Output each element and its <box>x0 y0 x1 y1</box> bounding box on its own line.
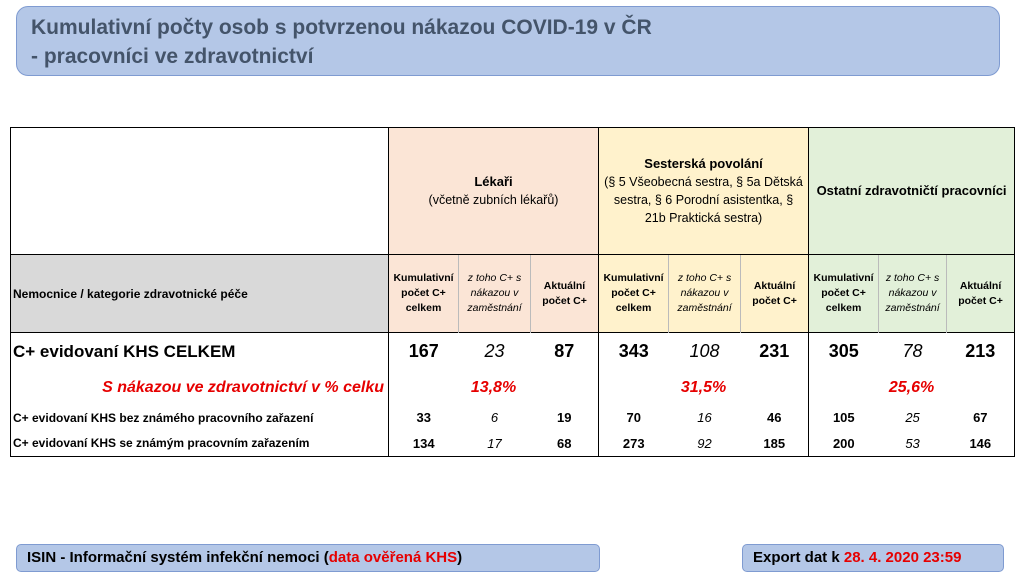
source-suffix: ) <box>457 549 463 566</box>
subheader-active-sestry: Aktuální počet C+ <box>740 254 809 333</box>
group-title-lekari: Lékaři <box>474 174 513 189</box>
subheader-workplace-sestry: z toho C+ s nákazou v zaměstnání <box>668 254 741 333</box>
title-line-2: - pracovníci ve zdravotnictví <box>31 45 314 68</box>
group-subtitle-lekari: (včetně zubních lékařů) <box>428 193 559 207</box>
cell-total-ostatni-cumulative: 305 <box>808 332 879 371</box>
table-row-percent: S nákazou ve zdravotnictví v % celku 13,… <box>11 370 1015 405</box>
row-label-percent: S nákazou ve zdravotnictví v % celku <box>102 378 384 396</box>
subheader-workplace-ostatni: z toho C+ s nákazou v zaměstnání <box>878 254 947 333</box>
cell-total-lekari-active: 87 <box>530 332 599 371</box>
cell-unknown-ostatni-active: 67 <box>973 410 988 425</box>
row-label-unknown: C+ evidovaní KHS bez známého pracovního … <box>13 410 314 425</box>
row-label-total: C+ evidovaní KHS CELKEM <box>10 332 389 371</box>
row-label-known: C+ evidovaní KHS se známým pracovním zař… <box>13 436 310 451</box>
group-header-ostatni: Ostatní zdravotničtí pracovníci <box>808 127 1015 255</box>
cell-total-sestry-workplace: 108 <box>668 332 741 371</box>
cell-unknown-sestry-cumulative: 70 <box>598 404 669 431</box>
export-label: Export dat k <box>753 549 844 566</box>
cell-unknown-lekari-workplace: 6 <box>490 410 499 425</box>
covid-table: Lékaři (včetně zubních lékařů) Sesterská… <box>10 127 1016 457</box>
group-title-ostatni: Ostatní zdravotničtí pracovníci <box>816 183 1007 198</box>
category-header: Nemocnice / kategorie zdravotnické péče <box>10 254 389 333</box>
cell-total-ostatni-workplace: 78 <box>878 332 947 371</box>
table-row-total: C+ evidovaní KHS CELKEM 167 23 87 343 10… <box>10 332 1015 371</box>
export-date: 28. 4. 2020 23:59 <box>843 549 962 566</box>
cell-unknown-ostatni-workplace: 25 <box>905 410 920 425</box>
subheader-cumulative-ostatni: Kumulativní počet C+ celkem <box>808 254 879 333</box>
cell-known-sestry-active: 185 <box>763 435 786 451</box>
title-banner: Kumulativní počty osob s potvrzenou náka… <box>16 6 1000 76</box>
group-header-lekari: Lékaři (včetně zubních lékařů) <box>387 127 599 255</box>
cell-known-ostatni-active: 146 <box>969 435 992 451</box>
cell-unknown-lekari-cumulative: 33 <box>388 404 459 431</box>
cell-percent-ostatni: 25,6% <box>808 370 1015 405</box>
cell-known-sestry-cumulative: 273 <box>598 430 669 457</box>
subheader-active-lekari: Aktuální počet C+ <box>529 254 599 333</box>
cell-known-lekari-cumulative: 134 <box>388 430 459 457</box>
subheader-active-ostatni: Aktuální počet C+ <box>946 254 1015 333</box>
title-line-1: Kumulativní počty osob s potvrzenou náka… <box>31 16 652 39</box>
cell-known-ostatni-cumulative: 200 <box>808 430 879 457</box>
export-footer: Export dat k 28. 4. 2020 23:59 <box>742 544 1004 572</box>
source-highlight: data ověřená KHS <box>328 549 458 566</box>
subheader-cumulative-lekari: Kumulativní počet C+ celkem <box>388 254 459 333</box>
cell-known-lekari-active: 68 <box>557 435 572 451</box>
subheader-workplace-lekari: z toho C+ s nákazou v zaměstnání <box>458 254 531 333</box>
table-row-known: C+ evidovaní KHS se známým pracovním zař… <box>11 430 1015 457</box>
cell-total-sestry-active: 231 <box>740 332 809 371</box>
cell-percent-lekari: 13,8% <box>387 370 599 405</box>
cell-total-lekari-cumulative: 167 <box>388 332 459 371</box>
table-row-unknown: C+ evidovaní KHS bez známého pracovního … <box>11 404 1015 431</box>
group-title-sestry: Sesterská povolání <box>644 156 763 171</box>
group-subtitle-sestry: (§ 5 Všeobecná sestra, § 5a Dětská sestr… <box>604 175 803 225</box>
cell-known-sestry-workplace: 92 <box>697 435 712 451</box>
cell-known-ostatni-workplace: 53 <box>905 435 920 451</box>
cell-total-lekari-workplace: 23 <box>458 332 531 371</box>
cell-unknown-lekari-active: 19 <box>557 410 572 425</box>
cell-percent-sestry: 31,5% <box>598 370 809 405</box>
cell-known-lekari-workplace: 17 <box>487 435 502 451</box>
group-header-sestry: Sesterská povolání (§ 5 Všeobecná sestra… <box>598 127 809 255</box>
cell-total-sestry-cumulative: 343 <box>598 332 669 371</box>
corner-cell <box>11 128 389 255</box>
source-prefix: ISIN - Informační systém infekční nemoci… <box>27 549 329 566</box>
cell-unknown-ostatni-cumulative: 105 <box>808 404 879 431</box>
subheader-cumulative-sestry: Kumulativní počet C+ celkem <box>598 254 669 333</box>
source-footer: ISIN - Informační systém infekční nemoci… <box>16 544 600 572</box>
cell-unknown-sestry-workplace: 16 <box>697 410 712 425</box>
cell-total-ostatni-active: 213 <box>946 332 1015 371</box>
cell-unknown-sestry-active: 46 <box>767 410 782 425</box>
